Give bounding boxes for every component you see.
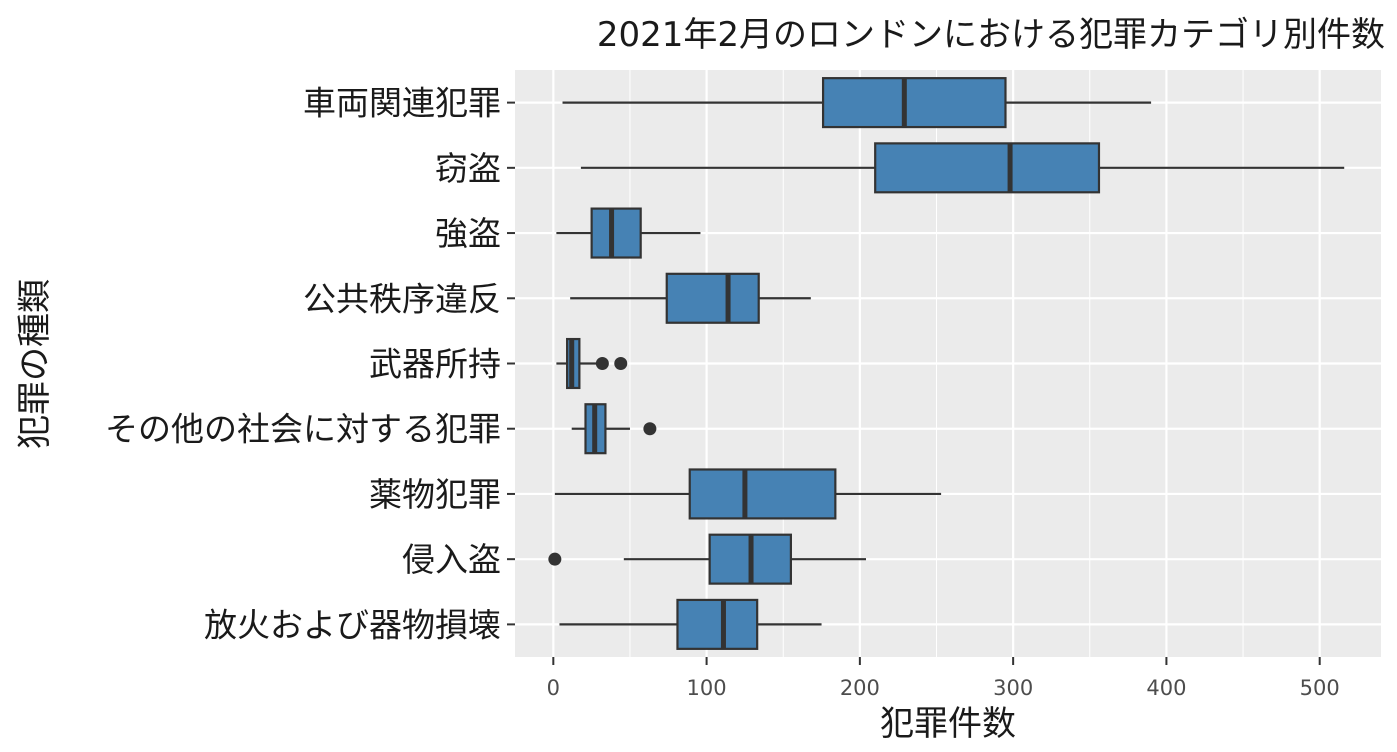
x-tick-label: 200 <box>840 676 880 700</box>
box-rect <box>665 272 760 324</box>
category-label: 強盗 <box>435 214 501 253</box>
box-series <box>548 77 1345 650</box>
box-group <box>556 337 628 390</box>
box-group <box>570 272 811 324</box>
x-tick-label: 500 <box>1300 676 1340 700</box>
chart-title: 2021年2月のロンドンにおける犯罪カテゴリ別件数 <box>597 15 1385 55</box>
category-label: 公共秩序違反 <box>303 279 501 318</box>
x-tick-label: 100 <box>687 676 727 700</box>
box-rect <box>874 142 1101 194</box>
box-group <box>556 207 701 259</box>
x-tick-label: 0 <box>547 676 560 700</box>
category-labels: 車両関連犯罪窃盗強盗公共秩序違反武器所持その他の社会に対する犯罪薬物犯罪侵入盗放… <box>105 84 515 644</box>
box-group <box>548 533 866 585</box>
outlier-point <box>614 357 628 370</box>
box-rect <box>590 207 642 259</box>
box-group <box>580 142 1345 194</box>
box-group <box>559 598 822 650</box>
box-group <box>562 77 1152 129</box>
outlier-point <box>548 552 562 566</box>
category-label: 窃盗 <box>435 149 501 188</box>
box-rect <box>688 468 837 520</box>
category-label: 武器所持 <box>369 345 501 384</box>
category-label: 薬物犯罪 <box>369 475 501 514</box>
box-group <box>554 468 942 520</box>
x-axis-ticks: 0 100 200 300 400 500 <box>547 657 1340 700</box>
category-label: 侵入盗 <box>402 540 501 579</box>
box-rect <box>821 77 1007 129</box>
outlier-point <box>643 422 657 436</box>
y-axis-title: 犯罪の種類 <box>15 279 55 449</box>
category-label: 車両関連犯罪 <box>303 84 501 123</box>
box-group <box>571 403 657 455</box>
x-tick-label: 300 <box>993 676 1033 700</box>
box-rect <box>676 598 759 650</box>
x-axis-title: 犯罪件数 <box>880 704 1016 744</box>
category-label: 放火および器物損壊 <box>204 605 501 644</box>
category-label: その他の社会に対する犯罪 <box>105 410 501 449</box>
x-tick-label: 400 <box>1146 676 1186 700</box>
outlier-point <box>595 357 609 370</box>
